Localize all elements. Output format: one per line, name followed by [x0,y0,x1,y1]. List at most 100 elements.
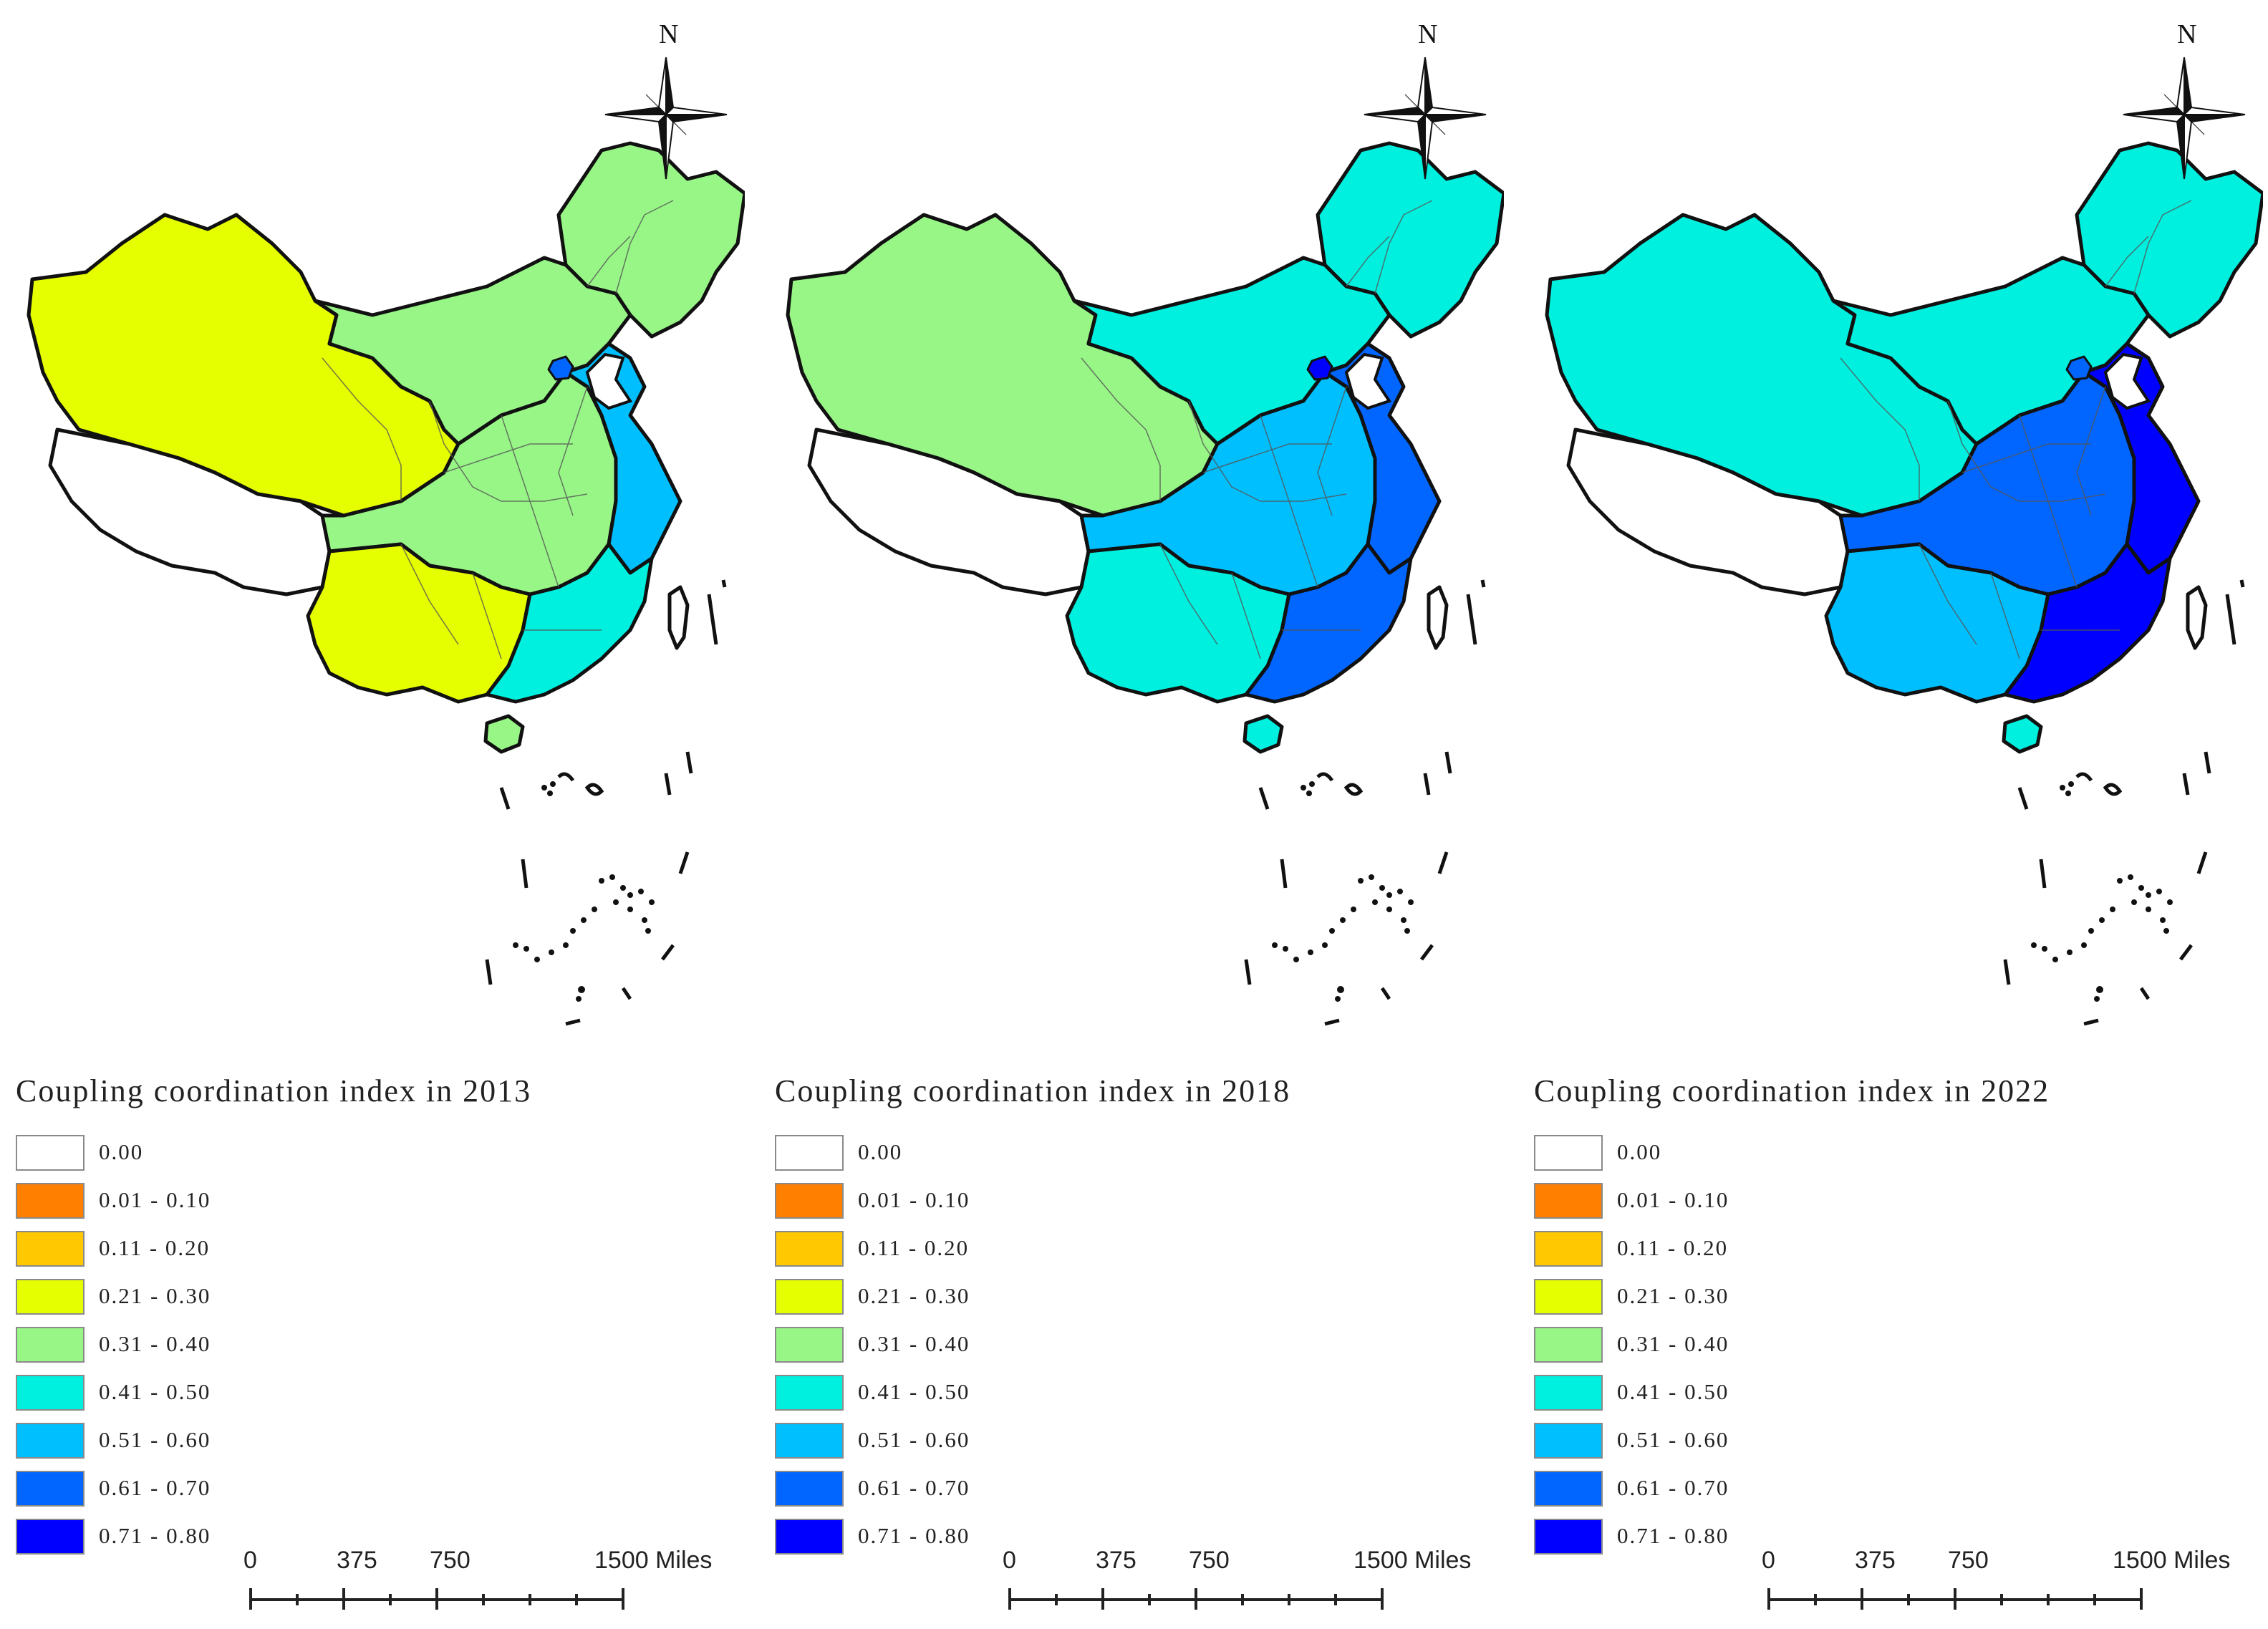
legend-label: 0.31 - 0.40 [858,1331,970,1356]
legend-label: 0.00 [858,1139,903,1164]
legend-label: 0.11 - 0.20 [99,1235,211,1260]
legend-label: 0.51 - 0.60 [858,1427,970,1452]
south-china-sea-islands [2003,579,2245,1026]
legend-swatch [1534,1471,1603,1507]
legend-swatch [1534,1231,1603,1267]
region-east-coast [2082,342,2201,575]
map-panel-2013: N Coupling coordination index in 2013 0.… [0,0,745,1629]
legend-label: 0.71 - 0.80 [1617,1523,1729,1548]
region-hainan [483,714,525,754]
bohai-bay [2103,352,2151,410]
legend-label: 0.41 - 0.50 [1617,1379,1729,1404]
scale-label: 1500 Miles [1353,1547,1472,1574]
legend-swatch [775,1519,844,1555]
legend-label: 0.21 - 0.30 [858,1283,970,1308]
province-boundaries [1840,200,2192,659]
north-arrow: N [1364,19,1487,180]
legend-title: Coupling coordination index in 2013 [16,1073,532,1108]
region-beijing [547,355,574,381]
legend-swatch [775,1231,844,1267]
reef-dots [513,781,655,1002]
legend-swatch [16,1231,85,1267]
legend-swatch [16,1423,85,1459]
legend-label: 0.31 - 0.40 [1617,1331,1729,1356]
region-taiwan [667,585,690,650]
legend-label: 0.21 - 0.30 [99,1283,211,1308]
legend-swatch [1534,1135,1603,1171]
legend-swatch [775,1135,844,1171]
choropleth-map: N [786,19,1504,1026]
scale-label: 375 [1096,1547,1137,1574]
legend-swatch [1534,1183,1603,1219]
north-label: N [2177,19,2196,49]
region-tibet [807,427,1091,596]
legend-swatch [16,1471,85,1507]
legend-swatch [775,1423,844,1459]
region-southwest [306,542,532,704]
reef-dots [1272,781,1414,1002]
region-tibet [48,427,332,596]
legend-label: 0.71 - 0.80 [858,1523,970,1548]
reef-dots [2031,781,2173,1002]
map-panel-2022: N Coupling coordination index in 2022 0.… [1518,0,2263,1629]
scale-label: 0 [1003,1547,1016,1574]
region-beijing [1306,355,1333,381]
scale-bar: 0 375 750 1500 Miles [1755,1547,2230,1611]
scale-label: 0 [243,1547,257,1574]
north-arrow: N [604,19,728,180]
legend-swatch [16,1135,85,1171]
legend-label: 0.01 - 0.10 [1617,1187,1729,1212]
legend-swatch [775,1327,844,1363]
region-southwest [1824,542,2050,704]
region-southeast [2003,542,2172,704]
legend-label: 0.61 - 0.70 [858,1475,970,1500]
choropleth-map: N [1545,19,2263,1026]
region-hainan [1242,714,1284,754]
north-label: N [1418,19,1437,49]
legend-label: 0.71 - 0.80 [99,1523,211,1548]
region-east-coast [564,342,682,575]
scale-label: 0 [1762,1547,1775,1574]
scale-bar: 0 375 750 1500 Miles [236,1547,712,1611]
choropleth-map: N [26,19,745,1026]
scale-label: 1500 Miles [2113,1547,2231,1574]
south-china-sea-islands [485,579,727,1026]
legend-swatch [775,1375,844,1411]
region-beijing [2065,355,2093,381]
legend-swatch [16,1183,85,1219]
map-panel-2018: N Coupling coordination index in 2018 0.… [759,0,1504,1629]
scale-label: 750 [1948,1547,1989,1574]
legend-swatch [1534,1519,1603,1555]
scale-label: 750 [1189,1547,1230,1574]
region-southeast [485,542,654,704]
province-boundaries [322,200,674,659]
legend-label: 0.01 - 0.10 [99,1187,211,1212]
scale-label: 375 [1855,1547,1896,1574]
legend-swatch [775,1183,844,1219]
region-hainan [2002,714,2043,754]
scale-label: 1500 Miles [594,1547,713,1574]
legend-swatch [1534,1423,1603,1459]
legend-swatch [775,1471,844,1507]
legend-label: 0.11 - 0.20 [1617,1235,1729,1260]
legend-label: 0.21 - 0.30 [1617,1283,1729,1308]
legend-label: 0.00 [99,1139,144,1164]
legend-swatch [1534,1375,1603,1411]
legend-swatch [1534,1327,1603,1363]
region-taiwan [2186,585,2208,650]
region-southwest [1065,542,1291,704]
legend-label: 0.00 [1617,1139,1662,1164]
region-taiwan [1427,585,1449,650]
bohai-bay [1344,352,1392,410]
scale-label: 375 [337,1547,377,1574]
province-boundaries [1081,200,1433,659]
legend-swatch [16,1279,85,1315]
legend-swatch [775,1279,844,1315]
legend-label: 0.61 - 0.70 [99,1475,211,1500]
north-label: N [659,19,678,49]
legend-label: 0.51 - 0.60 [99,1427,211,1452]
north-arrow: N [2123,19,2246,180]
legend-label: 0.11 - 0.20 [858,1235,970,1260]
region-southeast [1244,542,1413,704]
legend-label: 0.31 - 0.40 [99,1331,211,1356]
